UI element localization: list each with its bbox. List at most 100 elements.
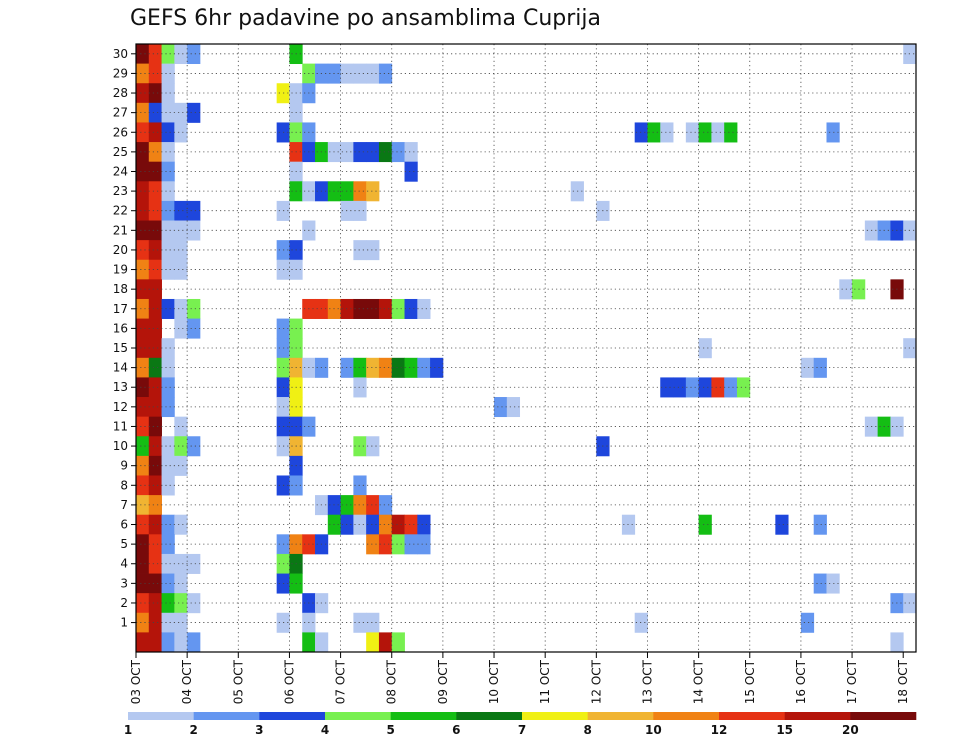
heatmap-cell xyxy=(174,416,188,437)
heatmap-cell xyxy=(417,357,431,378)
y-tick-label: 25 xyxy=(113,145,128,159)
heatmap-cell xyxy=(404,357,418,378)
heatmap-cell xyxy=(391,357,405,378)
heatmap-cell xyxy=(378,357,393,378)
colorbar-label: 5 xyxy=(386,723,394,737)
heatmap-cell xyxy=(148,495,162,516)
heatmap-cell xyxy=(353,357,367,378)
heatmap-cell xyxy=(366,142,380,163)
heatmap-cell xyxy=(660,377,674,398)
heatmap-cell xyxy=(148,612,162,633)
colorbar-swatch xyxy=(719,712,785,720)
heatmap-cell xyxy=(161,259,175,280)
heatmap-cell xyxy=(353,612,367,633)
heatmap-cell xyxy=(148,553,162,574)
heatmap-cell xyxy=(174,200,188,221)
heatmap-cell xyxy=(161,161,175,182)
x-tick-label: 03 OCT xyxy=(129,659,143,704)
heatmap-cell xyxy=(353,475,367,496)
heatmap-cell xyxy=(136,83,150,104)
heatmap-cell xyxy=(161,436,175,457)
chart-title: GEFS 6hr padavine po ansamblima Cuprija xyxy=(130,6,601,31)
heatmap-cell xyxy=(366,495,380,516)
heatmap-cell xyxy=(813,573,827,594)
heatmap-cell xyxy=(660,122,674,143)
y-tick-label: 22 xyxy=(113,204,128,218)
heatmap-cell xyxy=(378,142,393,163)
heatmap-cell xyxy=(378,632,393,653)
heatmap-cell xyxy=(161,377,175,398)
heatmap-cell xyxy=(775,514,789,535)
heatmap-cell xyxy=(136,200,150,221)
heatmap-cell xyxy=(698,514,712,535)
y-tick-label: 5 xyxy=(120,537,128,551)
heatmap-cell xyxy=(161,181,175,202)
heatmap-cell xyxy=(136,161,150,182)
heatmap-cell xyxy=(404,534,418,555)
heatmap-cell xyxy=(148,200,162,221)
heatmap-cell xyxy=(161,397,175,418)
heatmap-cell xyxy=(161,553,175,574)
y-tick-label: 4 xyxy=(120,557,128,571)
heatmap-cell xyxy=(826,122,840,143)
colorbar-swatch xyxy=(193,712,260,720)
x-tick-label: 17 OCT xyxy=(845,659,859,704)
heatmap-cell xyxy=(353,63,367,84)
heatmap-cell xyxy=(148,318,162,339)
heatmap-cell xyxy=(148,397,162,418)
heatmap-cell xyxy=(647,122,661,143)
heatmap-cell xyxy=(148,475,162,496)
heatmap-cell xyxy=(634,122,648,143)
heatmap-cell xyxy=(378,514,393,535)
heatmap-cell xyxy=(174,593,188,614)
heatmap-cell xyxy=(378,534,393,555)
heatmap-cell xyxy=(366,612,380,633)
y-tick-label: 3 xyxy=(120,576,128,590)
heatmap-cell xyxy=(136,279,150,300)
heatmap-cell xyxy=(148,44,162,65)
heatmap-cell xyxy=(148,514,162,535)
heatmap-cell xyxy=(148,279,162,300)
heatmap-cell xyxy=(136,593,150,614)
heatmap-cell xyxy=(174,220,188,241)
heatmap-cell xyxy=(634,612,648,633)
colorbar-swatch xyxy=(390,712,457,720)
heatmap-cell xyxy=(148,436,162,457)
heatmap-cell xyxy=(685,377,700,398)
y-tick-label: 2 xyxy=(120,596,128,610)
heatmap-cell xyxy=(161,573,175,594)
x-tick-label: 07 OCT xyxy=(334,659,348,704)
heatmap-cell xyxy=(136,475,150,496)
colorbar-label: 10 xyxy=(645,723,662,737)
heatmap-cell xyxy=(148,298,162,319)
x-tick-label: 14 OCT xyxy=(692,659,706,704)
heatmap-cell xyxy=(391,298,405,319)
heatmap-cell xyxy=(136,240,150,261)
heatmap-cell xyxy=(161,593,175,614)
heatmap-cell xyxy=(353,495,367,516)
heatmap-cell xyxy=(174,298,188,319)
y-tick-label: 9 xyxy=(120,459,128,473)
y-tick-label: 30 xyxy=(113,47,128,61)
heatmap-cell xyxy=(174,455,188,476)
x-tick-label: 04 OCT xyxy=(180,659,194,704)
heatmap-cell xyxy=(724,122,738,143)
heatmap-cell xyxy=(161,122,175,143)
heatmap-cell xyxy=(366,357,380,378)
heatmap-cell xyxy=(136,632,150,653)
heatmap-cell xyxy=(161,455,175,476)
plot-frame xyxy=(135,43,917,653)
heatmap-cell xyxy=(404,161,418,182)
heatmap-cell xyxy=(391,514,405,535)
heatmap-cell xyxy=(161,63,175,84)
heatmap-cell xyxy=(366,63,380,84)
heatmap-cell xyxy=(161,298,175,319)
colorbar-label: 1 xyxy=(124,723,132,737)
colorbar-label: 12 xyxy=(711,723,728,737)
heatmap-cell xyxy=(430,357,444,378)
heatmap-cell xyxy=(148,259,162,280)
heatmap-cell xyxy=(673,377,687,398)
y-tick-label: 24 xyxy=(113,164,128,178)
heatmap-cell xyxy=(174,259,188,280)
y-tick-label: 19 xyxy=(113,263,128,277)
